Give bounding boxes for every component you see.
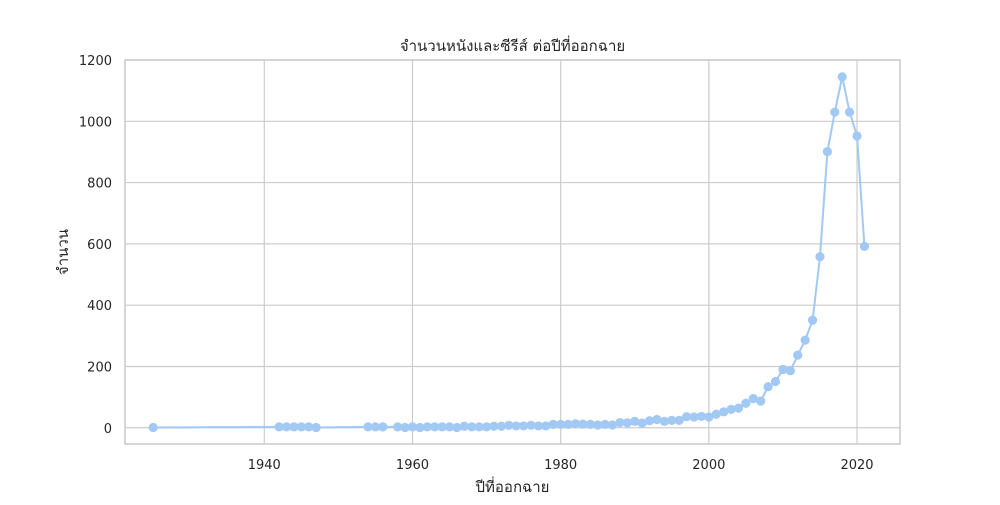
series-line [153,75,866,429]
data-point [615,417,625,428]
data-point [704,412,714,422]
x-tick-label: 1960 [396,458,429,473]
series-layer [148,72,870,433]
data-point [748,394,758,404]
data-point [474,422,484,432]
data-point [556,419,566,429]
y-tick-label: 400 [87,299,112,314]
y-tick-labels: 0 200 400 600 800 1000 1200 [79,54,112,437]
data-point [489,421,499,431]
data-point [733,403,744,413]
data-point [526,420,536,430]
data-point [304,422,314,432]
data-point [496,421,506,431]
data-point [289,422,299,432]
data-point [637,418,647,428]
data-point [652,414,662,425]
data-point [726,404,736,414]
data-point [682,412,692,422]
data-point [585,419,595,429]
data-point [519,421,529,431]
data-point [793,350,803,360]
data-point [859,241,870,251]
data-point [852,131,862,141]
data-point [763,382,773,392]
data-point [756,396,766,406]
y-tick-label: 1200 [79,54,112,69]
x-tick-label: 1980 [544,458,577,473]
data-point [770,376,781,387]
x-tick-label: 2000 [692,458,725,473]
data-point [563,419,573,429]
y-tick-label: 600 [87,238,112,253]
data-point [674,415,684,426]
y-tick-label: 200 [87,360,112,375]
data-point [393,422,403,432]
data-point [778,364,788,375]
data-point [281,422,292,432]
data-point [659,416,669,426]
data-point [578,419,588,429]
data-point [570,419,581,429]
data-point [830,107,840,117]
data-point [845,107,855,117]
data-point [378,422,388,432]
data-point [363,422,373,432]
data-point [800,335,810,345]
data-point [437,422,447,432]
data-point [719,407,729,417]
data-point [400,422,410,433]
y-tick-label: 0 [104,422,112,437]
data-point [370,422,381,432]
data-point [815,252,825,262]
data-point [452,422,462,433]
data-point [630,416,640,426]
y-tick-label: 800 [87,177,112,192]
data-point [593,420,603,430]
data-point [459,421,469,431]
data-point [644,416,655,426]
data-point [622,418,632,428]
data-point [481,422,492,432]
data-point [696,411,707,422]
data-point [274,422,284,432]
data-point [407,422,418,432]
x-axis-label: ปีที่ออกฉาย [475,476,550,496]
x-tick-label: 2020 [840,458,873,473]
data-point [148,422,158,433]
grid [125,59,900,444]
data-point [600,419,610,429]
data-point [511,421,521,431]
data-point [689,412,699,422]
data-point [822,147,832,157]
chart-title: จำนวนหนังและซีรีส์ ต่อปีที่ออกฉาย [400,35,625,55]
data-point [467,422,477,432]
x-tick-label: 1940 [248,458,281,473]
data-point [807,315,818,325]
data-point [311,422,321,433]
plot-frame [124,59,901,445]
data-point [667,415,677,426]
data-point [711,409,721,419]
data-point [504,420,514,430]
data-point [837,72,847,82]
y-tick-label: 1000 [79,115,112,130]
data-point [415,422,425,433]
data-point [444,422,455,432]
y-axis-label: จำนวน [54,229,72,275]
data-point [785,366,795,376]
x-tick-labels: 1940 1960 1980 2000 2020 [248,458,874,473]
data-point [533,421,544,431]
data-point [296,422,306,432]
data-point [548,419,558,429]
data-point [541,421,551,431]
data-point [430,422,440,432]
data-point [607,420,618,430]
data-point [422,422,432,432]
data-point [741,398,751,408]
